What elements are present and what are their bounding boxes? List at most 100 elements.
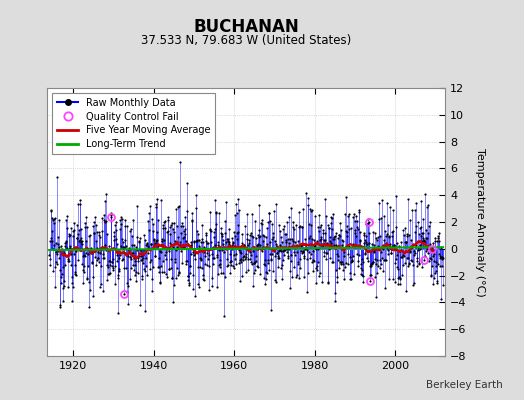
Point xyxy=(310,242,318,249)
Point xyxy=(301,244,310,251)
Point xyxy=(388,243,396,250)
Point xyxy=(230,265,238,272)
Point xyxy=(68,274,76,280)
Point xyxy=(400,239,409,246)
Point xyxy=(373,236,381,243)
Point xyxy=(206,246,215,252)
Point xyxy=(394,266,402,273)
Point xyxy=(319,242,327,249)
Point xyxy=(303,270,312,276)
Point xyxy=(374,234,382,240)
Point xyxy=(368,259,377,265)
Point xyxy=(271,200,280,207)
Point xyxy=(168,275,177,282)
Point xyxy=(282,248,291,255)
Point xyxy=(356,238,364,244)
Point xyxy=(291,274,300,280)
Point xyxy=(134,254,142,261)
Point xyxy=(390,242,399,249)
Point xyxy=(113,274,122,281)
Point xyxy=(314,246,323,252)
Point xyxy=(359,232,368,238)
Point xyxy=(177,230,185,236)
Point xyxy=(219,237,227,243)
Point xyxy=(201,247,209,253)
Point xyxy=(280,223,288,229)
Point xyxy=(144,218,152,224)
Point xyxy=(191,293,199,299)
Point xyxy=(364,220,373,226)
Point xyxy=(79,267,87,274)
Point xyxy=(347,225,355,231)
Point xyxy=(332,242,341,248)
Point xyxy=(327,213,335,220)
Point xyxy=(85,286,94,293)
Point xyxy=(259,238,267,245)
Point xyxy=(216,261,224,267)
Point xyxy=(321,237,329,243)
Point xyxy=(263,241,271,248)
Point xyxy=(435,251,443,258)
Point xyxy=(188,217,196,223)
Point xyxy=(367,263,376,270)
Point xyxy=(349,241,357,248)
Point xyxy=(389,228,397,234)
Point xyxy=(70,251,79,258)
Point xyxy=(298,224,306,230)
Point xyxy=(281,237,290,244)
Point xyxy=(249,260,258,267)
Point xyxy=(305,235,313,241)
Point xyxy=(348,253,357,260)
Point xyxy=(381,257,390,263)
Point xyxy=(315,228,323,235)
Point xyxy=(238,272,246,279)
Point xyxy=(66,232,74,238)
Point xyxy=(254,264,262,270)
Point xyxy=(228,240,237,246)
Point xyxy=(147,240,156,247)
Point xyxy=(399,262,408,268)
Point xyxy=(262,276,270,282)
Point xyxy=(350,242,358,249)
Point xyxy=(225,226,233,232)
Point xyxy=(168,274,176,281)
Point xyxy=(366,278,374,284)
Point xyxy=(297,243,305,249)
Point xyxy=(220,249,228,255)
Point xyxy=(328,226,336,232)
Point xyxy=(130,242,138,248)
Point xyxy=(104,264,112,270)
Point xyxy=(194,243,203,250)
Point xyxy=(242,269,250,275)
Point xyxy=(177,248,185,254)
Point xyxy=(279,248,287,254)
Point xyxy=(52,240,60,246)
Point xyxy=(348,257,356,263)
Point xyxy=(331,290,340,296)
Point xyxy=(49,268,57,274)
Point xyxy=(422,235,431,241)
Point xyxy=(201,252,210,259)
Point xyxy=(371,256,379,262)
Point xyxy=(432,258,441,265)
Point xyxy=(246,252,255,259)
Point xyxy=(59,285,68,291)
Point xyxy=(80,252,89,258)
Point xyxy=(263,270,271,276)
Point xyxy=(420,253,429,259)
Point xyxy=(237,258,245,265)
Point xyxy=(270,246,278,252)
Point xyxy=(58,246,67,252)
Point xyxy=(156,280,165,286)
Point xyxy=(137,276,146,282)
Point xyxy=(163,228,172,234)
Point xyxy=(237,240,246,246)
Point xyxy=(92,222,101,228)
Point xyxy=(300,254,308,261)
Point xyxy=(212,210,221,216)
Point xyxy=(343,228,352,235)
Point xyxy=(265,267,274,273)
Point xyxy=(92,237,100,244)
Point xyxy=(201,260,209,267)
Point xyxy=(53,251,61,258)
